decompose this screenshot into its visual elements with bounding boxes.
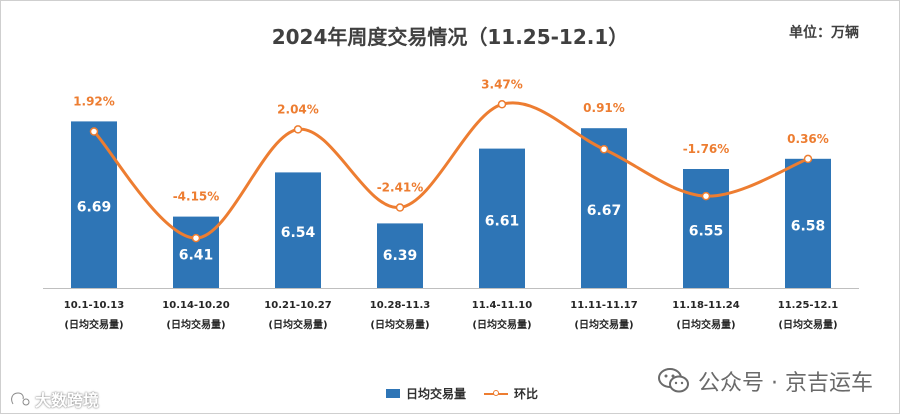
- x-tick-label: 11.25-12.1: [778, 300, 838, 311]
- x-tick-label: 10.14-10.20: [162, 300, 229, 311]
- x-tick-sublabel: (日均交易量): [574, 318, 633, 331]
- logo-icon: [10, 391, 30, 406]
- legend-line-swatch: [484, 389, 509, 399]
- x-tick-sublabel: (日均交易量): [676, 318, 735, 331]
- line-point: [89, 127, 99, 136]
- bar: [275, 172, 321, 288]
- legend-line-label: 环比: [514, 387, 539, 401]
- bar-value-label: 6.67: [587, 203, 622, 219]
- line-value-label: 0.91%: [583, 101, 625, 115]
- wechat-icon: [658, 368, 690, 393]
- bar-value-label: 6.39: [383, 248, 418, 264]
- bar-value-label: 6.54: [281, 225, 316, 241]
- bar: [683, 169, 729, 288]
- bar-value-label: 6.69: [77, 200, 112, 216]
- line-value-label: -2.41%: [377, 181, 424, 195]
- line-point: [599, 144, 609, 154]
- line-point: [395, 203, 405, 212]
- legend-item-bar: 日均交易量: [386, 385, 466, 402]
- bar: [479, 148, 525, 288]
- line-value-label: 1.92%: [73, 94, 115, 108]
- x-tick-label: 10.21-10.27: [264, 300, 331, 311]
- line-value-label: 3.47%: [481, 77, 523, 91]
- corner-mark-text: 大数跨境: [35, 391, 100, 410]
- bar: [173, 216, 219, 288]
- legend: 日均交易量 环比: [386, 385, 538, 402]
- x-tick-label: 11.18-11.24: [672, 300, 739, 311]
- chart-title: 2024年周度交易情况（11.25-12.1）: [271, 25, 629, 49]
- x-tick-label: 11.4-11.10: [472, 300, 532, 311]
- line-point: [803, 154, 813, 164]
- line-point: [191, 233, 201, 243]
- bar-value-label: 6.41: [179, 247, 214, 263]
- x-tick-sublabel: (日均交易量): [778, 318, 837, 331]
- x-tick-sublabel: (日均交易量): [64, 318, 123, 331]
- bar-value-label: 6.61: [485, 213, 520, 229]
- x-tick-sublabel: (日均交易量): [472, 318, 531, 331]
- x-tick-sublabel: (日均交易量): [166, 318, 225, 331]
- x-tick-label: 10.28-11.3: [370, 300, 430, 311]
- corner-mark: 大数跨境: [9, 387, 99, 411]
- legend-item-line: 环比: [484, 385, 538, 402]
- line-point: [497, 100, 507, 109]
- watermark: 公众号 · 京吉运车: [658, 365, 873, 397]
- bar: [581, 128, 627, 288]
- legend-bar-label: 日均交易量: [406, 387, 467, 401]
- bar-value-label: 6.55: [689, 224, 724, 240]
- x-tick-sublabel: (日均交易量): [268, 318, 327, 331]
- line-value-label: 2.04%: [277, 102, 319, 116]
- series-line: [92, 101, 809, 240]
- line-point: [701, 191, 711, 201]
- bar: [785, 158, 831, 288]
- x-tick-sublabel: (日均交易量): [370, 318, 429, 331]
- line-value-label: -4.15%: [173, 190, 220, 204]
- bar-value-label: 6.58: [791, 218, 826, 234]
- x-tick-label: 10.1-10.13: [64, 300, 124, 311]
- line-point: [293, 125, 303, 134]
- line-value-label: -1.76%: [683, 142, 730, 156]
- unit-label: 单位：万辆: [789, 25, 859, 41]
- watermark-text: 公众号 · 京吉运车: [698, 371, 873, 396]
- x-tick-label: 11.11-11.17: [570, 300, 637, 311]
- bar: [377, 223, 423, 288]
- line-value-label: 0.36%: [787, 132, 829, 146]
- legend-bar-swatch: [386, 389, 400, 398]
